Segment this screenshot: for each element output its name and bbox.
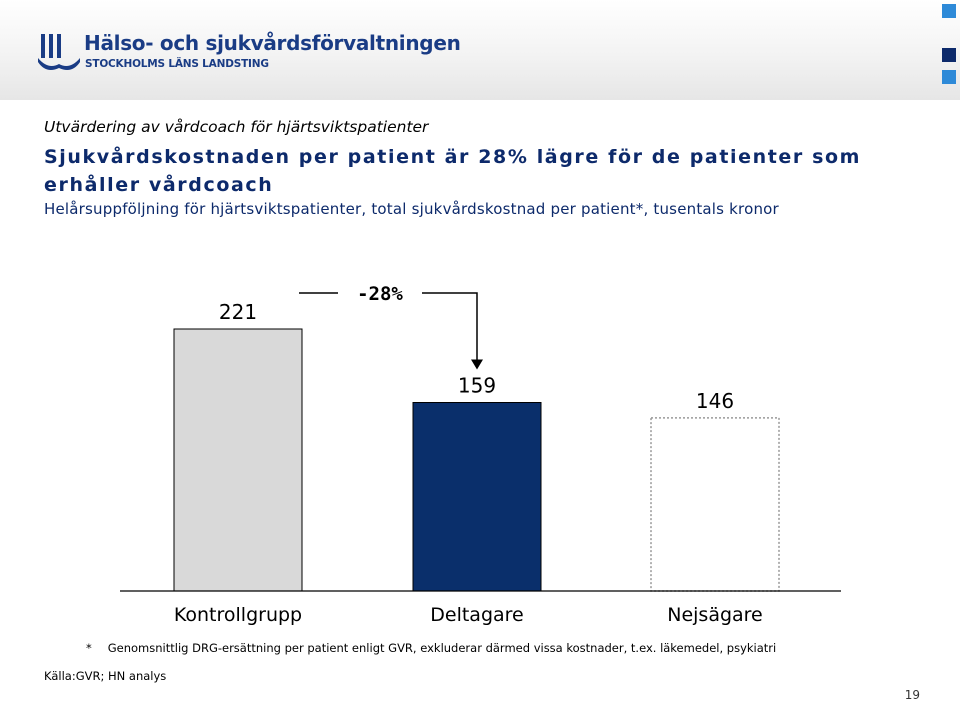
bar-nejsägare xyxy=(650,417,780,592)
source-note: Källa:GVR; HN analys xyxy=(44,669,167,683)
footnote: * Genomsnittlig DRG-ersättning per patien… xyxy=(86,641,776,655)
org-name: Hälso- och sjukvårdsförvaltningen xyxy=(84,31,461,55)
footnote-marker: * xyxy=(86,641,92,655)
slide-headline: Sjukvårdskostnaden per patient är 28% lä… xyxy=(44,146,862,196)
value-label-deltagare: 159 xyxy=(458,374,496,398)
decor-square xyxy=(942,48,956,62)
bar-kontrollgrupp xyxy=(173,328,303,592)
annotation-arrowhead xyxy=(471,359,483,370)
sll-logo-icon xyxy=(38,34,80,70)
org-subtitle: STOCKHOLMS LÄNS LANDSTING xyxy=(85,58,269,70)
slide-subtitle: Utvärdering av vårdcoach för hjärtsvikts… xyxy=(44,118,429,136)
header-band xyxy=(0,0,960,100)
page-number: 19 xyxy=(904,688,920,702)
category-label-kontrollgrupp: Kontrollgrupp xyxy=(174,604,302,626)
decor-square xyxy=(942,70,956,84)
category-label-deltagare: Deltagare xyxy=(430,604,523,626)
annotation-label: -28% xyxy=(357,283,403,305)
annotation-label-box xyxy=(338,279,422,307)
decor-square xyxy=(942,4,956,18)
category-label-nejsägare: Nejsägare xyxy=(667,604,763,626)
value-label-kontrollgrupp: 221 xyxy=(219,300,257,324)
bar-deltagare xyxy=(412,402,542,592)
value-label-nejsägare: 146 xyxy=(696,389,734,413)
footnote-text: Genomsnittlig DRG-ersättning per patient… xyxy=(107,641,777,655)
chart-description: Helårsuppföljning för hjärtsviktspatient… xyxy=(44,200,779,218)
